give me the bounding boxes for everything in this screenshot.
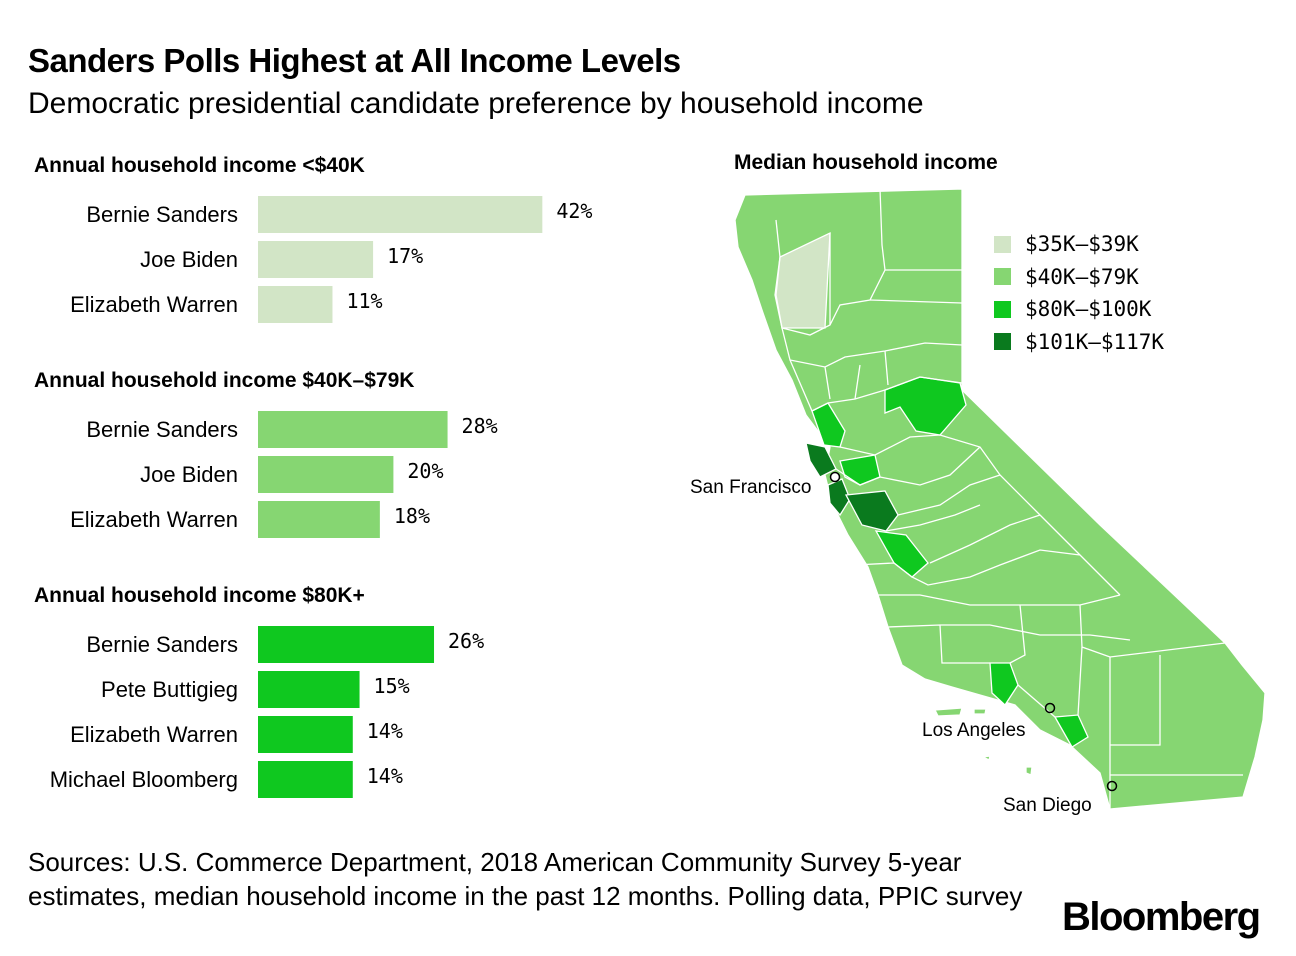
- category-label: Pete Buttigieg: [101, 677, 238, 702]
- county-mid-high-6: [1053, 714, 1089, 748]
- county-border: [1017, 646, 1243, 809]
- bar: [258, 671, 360, 708]
- county-high-3: [844, 490, 899, 532]
- county-mid-high-4: [874, 530, 929, 578]
- legend-swatch: [994, 300, 1011, 318]
- legend-item: $101K–$117K: [994, 326, 1164, 359]
- category-label: Bernie Sanders: [86, 202, 238, 227]
- map-title: Median household income: [734, 151, 998, 174]
- california-map: San Francisco Los Angeles San Diego: [690, 188, 1266, 816]
- chart-title: Sanders Polls Highest at All Income Leve…: [28, 42, 681, 79]
- legend-label: $80K–$100K: [1025, 297, 1152, 322]
- bar: [258, 716, 353, 753]
- city-label-san-francisco: San Francisco: [690, 477, 811, 498]
- panel-title: Annual household income $80K+: [34, 584, 365, 607]
- county-high-1: [805, 442, 837, 478]
- value-label: 28%: [462, 414, 498, 438]
- value-label: 20%: [407, 459, 443, 483]
- legend-item: $40K–$79K: [994, 261, 1164, 294]
- legend-label: $101K–$117K: [1025, 329, 1165, 354]
- value-label: 18%: [394, 504, 430, 528]
- island-1: [933, 707, 963, 717]
- value-label: 17%: [387, 244, 423, 268]
- bar-charts: Annual household income <$40K Bernie Sand…: [34, 154, 592, 798]
- bar: [258, 241, 374, 278]
- island-4: [1025, 766, 1033, 776]
- value-label: 11%: [346, 289, 382, 313]
- value-label: 26%: [448, 629, 484, 653]
- county-high-2: [827, 478, 851, 517]
- county-border: [835, 468, 1041, 564]
- county-border: [887, 604, 1226, 664]
- bloomberg-logo: Bloomberg: [1062, 895, 1261, 939]
- county-border: [839, 434, 1121, 596]
- city-label-san-diego: San Diego: [1003, 795, 1092, 816]
- category-label: Elizabeth Warren: [70, 722, 238, 747]
- sources-note: Sources: U.S. Commerce Department, 2018 …: [28, 847, 1023, 911]
- county-borders: [774, 188, 1243, 809]
- panel-title: Annual household income <$40K: [34, 154, 365, 177]
- bar: [258, 411, 448, 448]
- panel-title: Annual household income $40K–$79K: [34, 369, 414, 392]
- island-3: [980, 755, 991, 761]
- category-label: Michael Bloomberg: [50, 767, 238, 792]
- bar: [258, 456, 394, 493]
- legend-swatch: [994, 333, 1011, 351]
- bar: [258, 286, 333, 323]
- los-angeles-marker: [1044, 702, 1056, 714]
- san-diego-marker: [1106, 780, 1118, 792]
- category-label: Joe Biden: [140, 247, 238, 272]
- city-markers: San Francisco Los Angeles San Diego: [690, 471, 1118, 816]
- value-label: 15%: [374, 674, 410, 698]
- san-francisco-marker: [829, 471, 841, 483]
- legend-swatch: [994, 235, 1011, 253]
- legend-label: $35K–$39K: [1025, 232, 1139, 257]
- value-label: 14%: [367, 719, 403, 743]
- category-label: Bernie Sanders: [86, 632, 238, 657]
- county-border: [854, 549, 1121, 606]
- bar: [258, 626, 435, 663]
- value-label: 42%: [556, 199, 592, 223]
- city-label-los-angeles: Los Angeles: [922, 720, 1026, 741]
- county-border: [789, 350, 963, 412]
- map-legend: $35K–$39K $40K–$79K $80K–$100K $101K–$11…: [994, 228, 1164, 358]
- legend-item: $80K–$100K: [994, 293, 1164, 326]
- legend-label: $40K–$79K: [1025, 264, 1139, 289]
- county-low-income: [775, 231, 831, 329]
- chart-subtitle: Democratic presidential candidate prefer…: [28, 87, 924, 120]
- category-label: Elizabeth Warren: [70, 507, 238, 532]
- bar: [258, 761, 353, 798]
- value-label: 14%: [367, 764, 403, 788]
- legend-item: $35K–$39K: [994, 228, 1164, 261]
- legend-swatch: [994, 268, 1011, 286]
- island-2: [973, 708, 987, 715]
- category-label: Joe Biden: [140, 462, 238, 487]
- bar: [258, 196, 543, 233]
- county-border: [781, 233, 963, 368]
- category-label: Elizabeth Warren: [70, 292, 238, 317]
- bar: [258, 501, 380, 538]
- category-label: Bernie Sanders: [86, 417, 238, 442]
- county-mid-high-5: [989, 662, 1019, 707]
